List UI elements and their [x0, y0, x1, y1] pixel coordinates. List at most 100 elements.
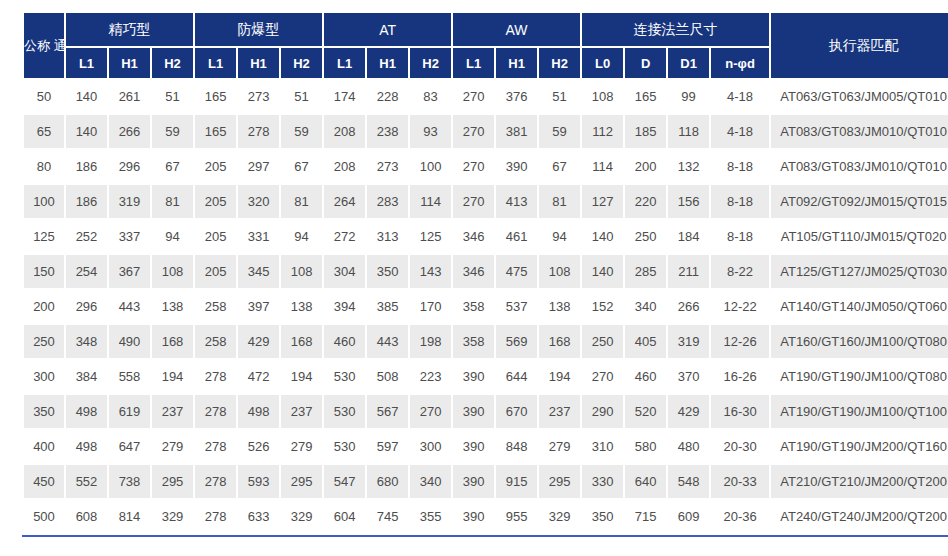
- valve-spec-table: 公称 通径 DN 精巧型 防爆型 AT AW 连接法兰尺寸 执行器匹配 L1 H…: [22, 11, 948, 537]
- value-cell: 270: [582, 360, 623, 393]
- value-cell: 593: [238, 465, 279, 498]
- table-header: 公称 通径 DN 精巧型 防爆型 AT AW 连接法兰尺寸 执行器匹配 L1 H…: [24, 13, 948, 78]
- value-cell: 390: [453, 500, 494, 533]
- value-cell: 279: [152, 430, 193, 463]
- table-row: 2503484901682584291684604431983585691682…: [24, 325, 948, 358]
- value-cell: 547: [324, 465, 365, 498]
- value-cell: 384: [66, 360, 107, 393]
- value-cell: 99: [668, 80, 709, 113]
- value-cell: 100: [410, 150, 451, 183]
- actuator-cell: AT190/GT190/JM100/QT080: [771, 360, 948, 393]
- value-cell: 348: [66, 325, 107, 358]
- value-cell: 337: [109, 220, 150, 253]
- value-cell: 220: [625, 185, 666, 218]
- value-cell: 258: [195, 290, 236, 323]
- value-cell: 250: [582, 325, 623, 358]
- value-cell: 300: [410, 430, 451, 463]
- subheader-at-h2: H2: [410, 48, 451, 78]
- value-cell: 472: [238, 360, 279, 393]
- table-row: 3003845581942784721945305082233906441942…: [24, 360, 948, 393]
- value-cell: 715: [625, 500, 666, 533]
- value-cell: 185: [625, 115, 666, 148]
- table-row: 8018629667205297672082731002703906711420…: [24, 150, 948, 183]
- value-cell: 270: [453, 185, 494, 218]
- table-row: 1001863198120532081264283114270413811272…: [24, 185, 948, 218]
- value-cell: 814: [109, 500, 150, 533]
- valve-spec-page: 公称 通径 DN 精巧型 防爆型 AT AW 连接法兰尺寸 执行器匹配 L1 H…: [0, 0, 948, 556]
- value-cell: 94: [539, 220, 580, 253]
- value-cell: 205: [195, 220, 236, 253]
- table-row: 2002964431382583971383943851703585371381…: [24, 290, 948, 323]
- value-cell: 355: [410, 500, 451, 533]
- value-cell: 170: [410, 290, 451, 323]
- value-cell: 228: [367, 80, 408, 113]
- value-cell: 319: [668, 325, 709, 358]
- value-cell: 20-30: [711, 430, 769, 463]
- value-cell: 16-30: [711, 395, 769, 428]
- value-cell: 205: [195, 150, 236, 183]
- value-cell: 443: [367, 325, 408, 358]
- dn-cell: 350: [24, 395, 64, 428]
- value-cell: 390: [453, 395, 494, 428]
- value-cell: 270: [453, 115, 494, 148]
- subheader-explosion-h2: H2: [281, 48, 322, 78]
- value-cell: 567: [367, 395, 408, 428]
- value-cell: 20-33: [711, 465, 769, 498]
- dn-cell: 500: [24, 500, 64, 533]
- value-cell: 285: [625, 255, 666, 288]
- value-cell: 143: [410, 255, 451, 288]
- value-cell: 680: [367, 465, 408, 498]
- value-cell: 12-26: [711, 325, 769, 358]
- value-cell: 580: [625, 430, 666, 463]
- value-cell: 93: [410, 115, 451, 148]
- value-cell: 340: [410, 465, 451, 498]
- dn-cell: 400: [24, 430, 64, 463]
- value-cell: 59: [152, 115, 193, 148]
- value-cell: 140: [66, 80, 107, 113]
- value-cell: 270: [453, 150, 494, 183]
- value-cell: 394: [324, 290, 365, 323]
- value-cell: 558: [109, 360, 150, 393]
- value-cell: 290: [582, 395, 623, 428]
- value-cell: 915: [496, 465, 537, 498]
- value-cell: 140: [582, 220, 623, 253]
- subheader-at-h1: H1: [367, 48, 408, 78]
- value-cell: 279: [281, 430, 322, 463]
- value-cell: 165: [195, 80, 236, 113]
- value-cell: 609: [668, 500, 709, 533]
- value-cell: 165: [195, 115, 236, 148]
- value-cell: 429: [668, 395, 709, 428]
- table-row: 6514026659165278592082389327038159112185…: [24, 115, 948, 148]
- subheader-aw-h2: H2: [539, 48, 580, 78]
- value-cell: 508: [367, 360, 408, 393]
- value-cell: 270: [453, 80, 494, 113]
- value-cell: 138: [281, 290, 322, 323]
- value-cell: 278: [195, 500, 236, 533]
- value-cell: 138: [152, 290, 193, 323]
- actuator-cell: AT092/GT092/JM015/QT015: [771, 185, 948, 218]
- value-cell: 186: [66, 185, 107, 218]
- value-cell: 329: [281, 500, 322, 533]
- value-cell: 8-18: [711, 150, 769, 183]
- value-cell: 200: [625, 150, 666, 183]
- value-cell: 67: [539, 150, 580, 183]
- value-cell: 140: [582, 255, 623, 288]
- value-cell: 108: [281, 255, 322, 288]
- value-cell: 490: [109, 325, 150, 358]
- value-cell: 460: [625, 360, 666, 393]
- table-row: 1502543671082053451083043501433464751081…: [24, 255, 948, 288]
- dn-cell: 125: [24, 220, 64, 253]
- value-cell: 94: [152, 220, 193, 253]
- subheader-compact-l1: L1: [66, 48, 107, 78]
- value-cell: 4-18: [711, 80, 769, 113]
- group-header-flange-size: 连接法兰尺寸: [582, 13, 769, 46]
- actuator-cell: AT240/GT240/JM200/QT200: [771, 500, 948, 533]
- value-cell: 608: [66, 500, 107, 533]
- value-cell: 569: [496, 325, 537, 358]
- value-cell: 118: [668, 115, 709, 148]
- value-cell: 114: [582, 150, 623, 183]
- value-cell: 194: [281, 360, 322, 393]
- value-cell: 198: [410, 325, 451, 358]
- value-cell: 304: [324, 255, 365, 288]
- value-cell: 51: [281, 80, 322, 113]
